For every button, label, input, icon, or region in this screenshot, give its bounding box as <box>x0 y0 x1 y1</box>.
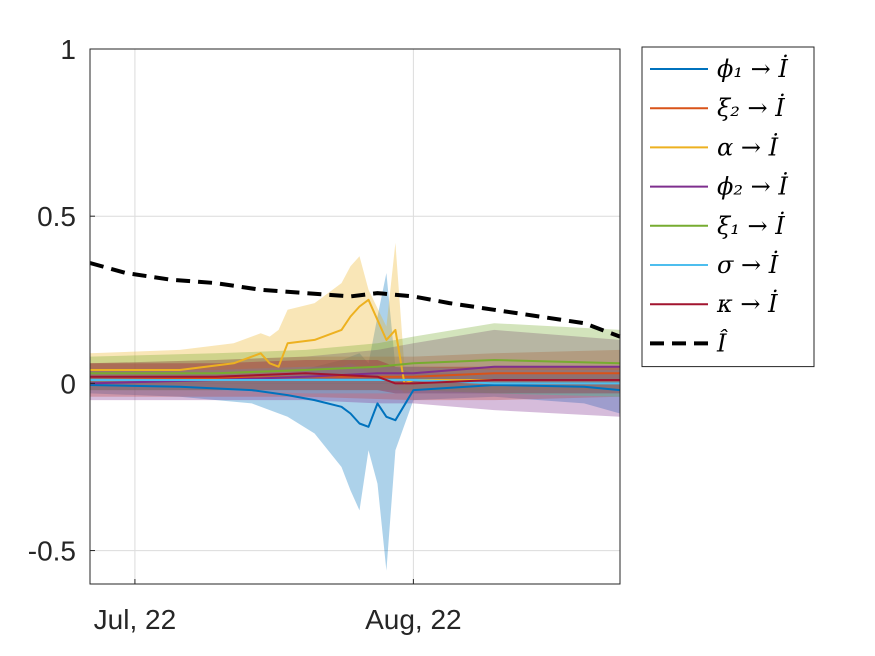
legend-box <box>641 46 815 368</box>
band-3 <box>90 329 620 417</box>
legend-label-1: ξ₂ → İ <box>717 93 785 122</box>
y-tick-label-2: 0 <box>60 368 76 399</box>
y-tick-label-3: -0.5 <box>28 536 76 567</box>
legend-label-0: ϕ₁ → İ <box>717 54 788 83</box>
legend: ϕ₁ → İ ξ₂ → İ α → İ ϕ₂ → İ ξ₁ → İ σ → İ κ → İ Î <box>641 46 815 368</box>
legend-label-4: ξ₁ → İ <box>717 211 785 240</box>
legend-label-2: α → İ <box>717 132 779 161</box>
legend-label-7: Î <box>716 328 728 357</box>
series-line-5 <box>90 379 620 385</box>
y-tick-label-0: 1 <box>60 34 76 65</box>
y-tick-label-1: 0.5 <box>37 201 76 232</box>
axis-ticks: 1 0.5 0 -0.5 Jul, 22 Aug, 22 <box>28 34 462 635</box>
series-lines <box>89 261 621 428</box>
series-line-0 <box>89 384 621 428</box>
series-line-7 <box>89 261 621 339</box>
x-tick-label-1: Aug, 22 <box>365 604 462 635</box>
band-0 <box>90 273 620 571</box>
legend-label-6: κ → İ <box>716 289 778 318</box>
series-line-6 <box>90 372 620 385</box>
plot-frame <box>89 48 621 585</box>
series-line-4 <box>90 359 621 375</box>
legend-label-5: σ → İ <box>717 250 779 279</box>
x-tick-label-0: Jul, 22 <box>94 604 177 635</box>
band-2 <box>90 242 620 394</box>
legend-label-3: ϕ₂ → İ <box>717 172 788 201</box>
